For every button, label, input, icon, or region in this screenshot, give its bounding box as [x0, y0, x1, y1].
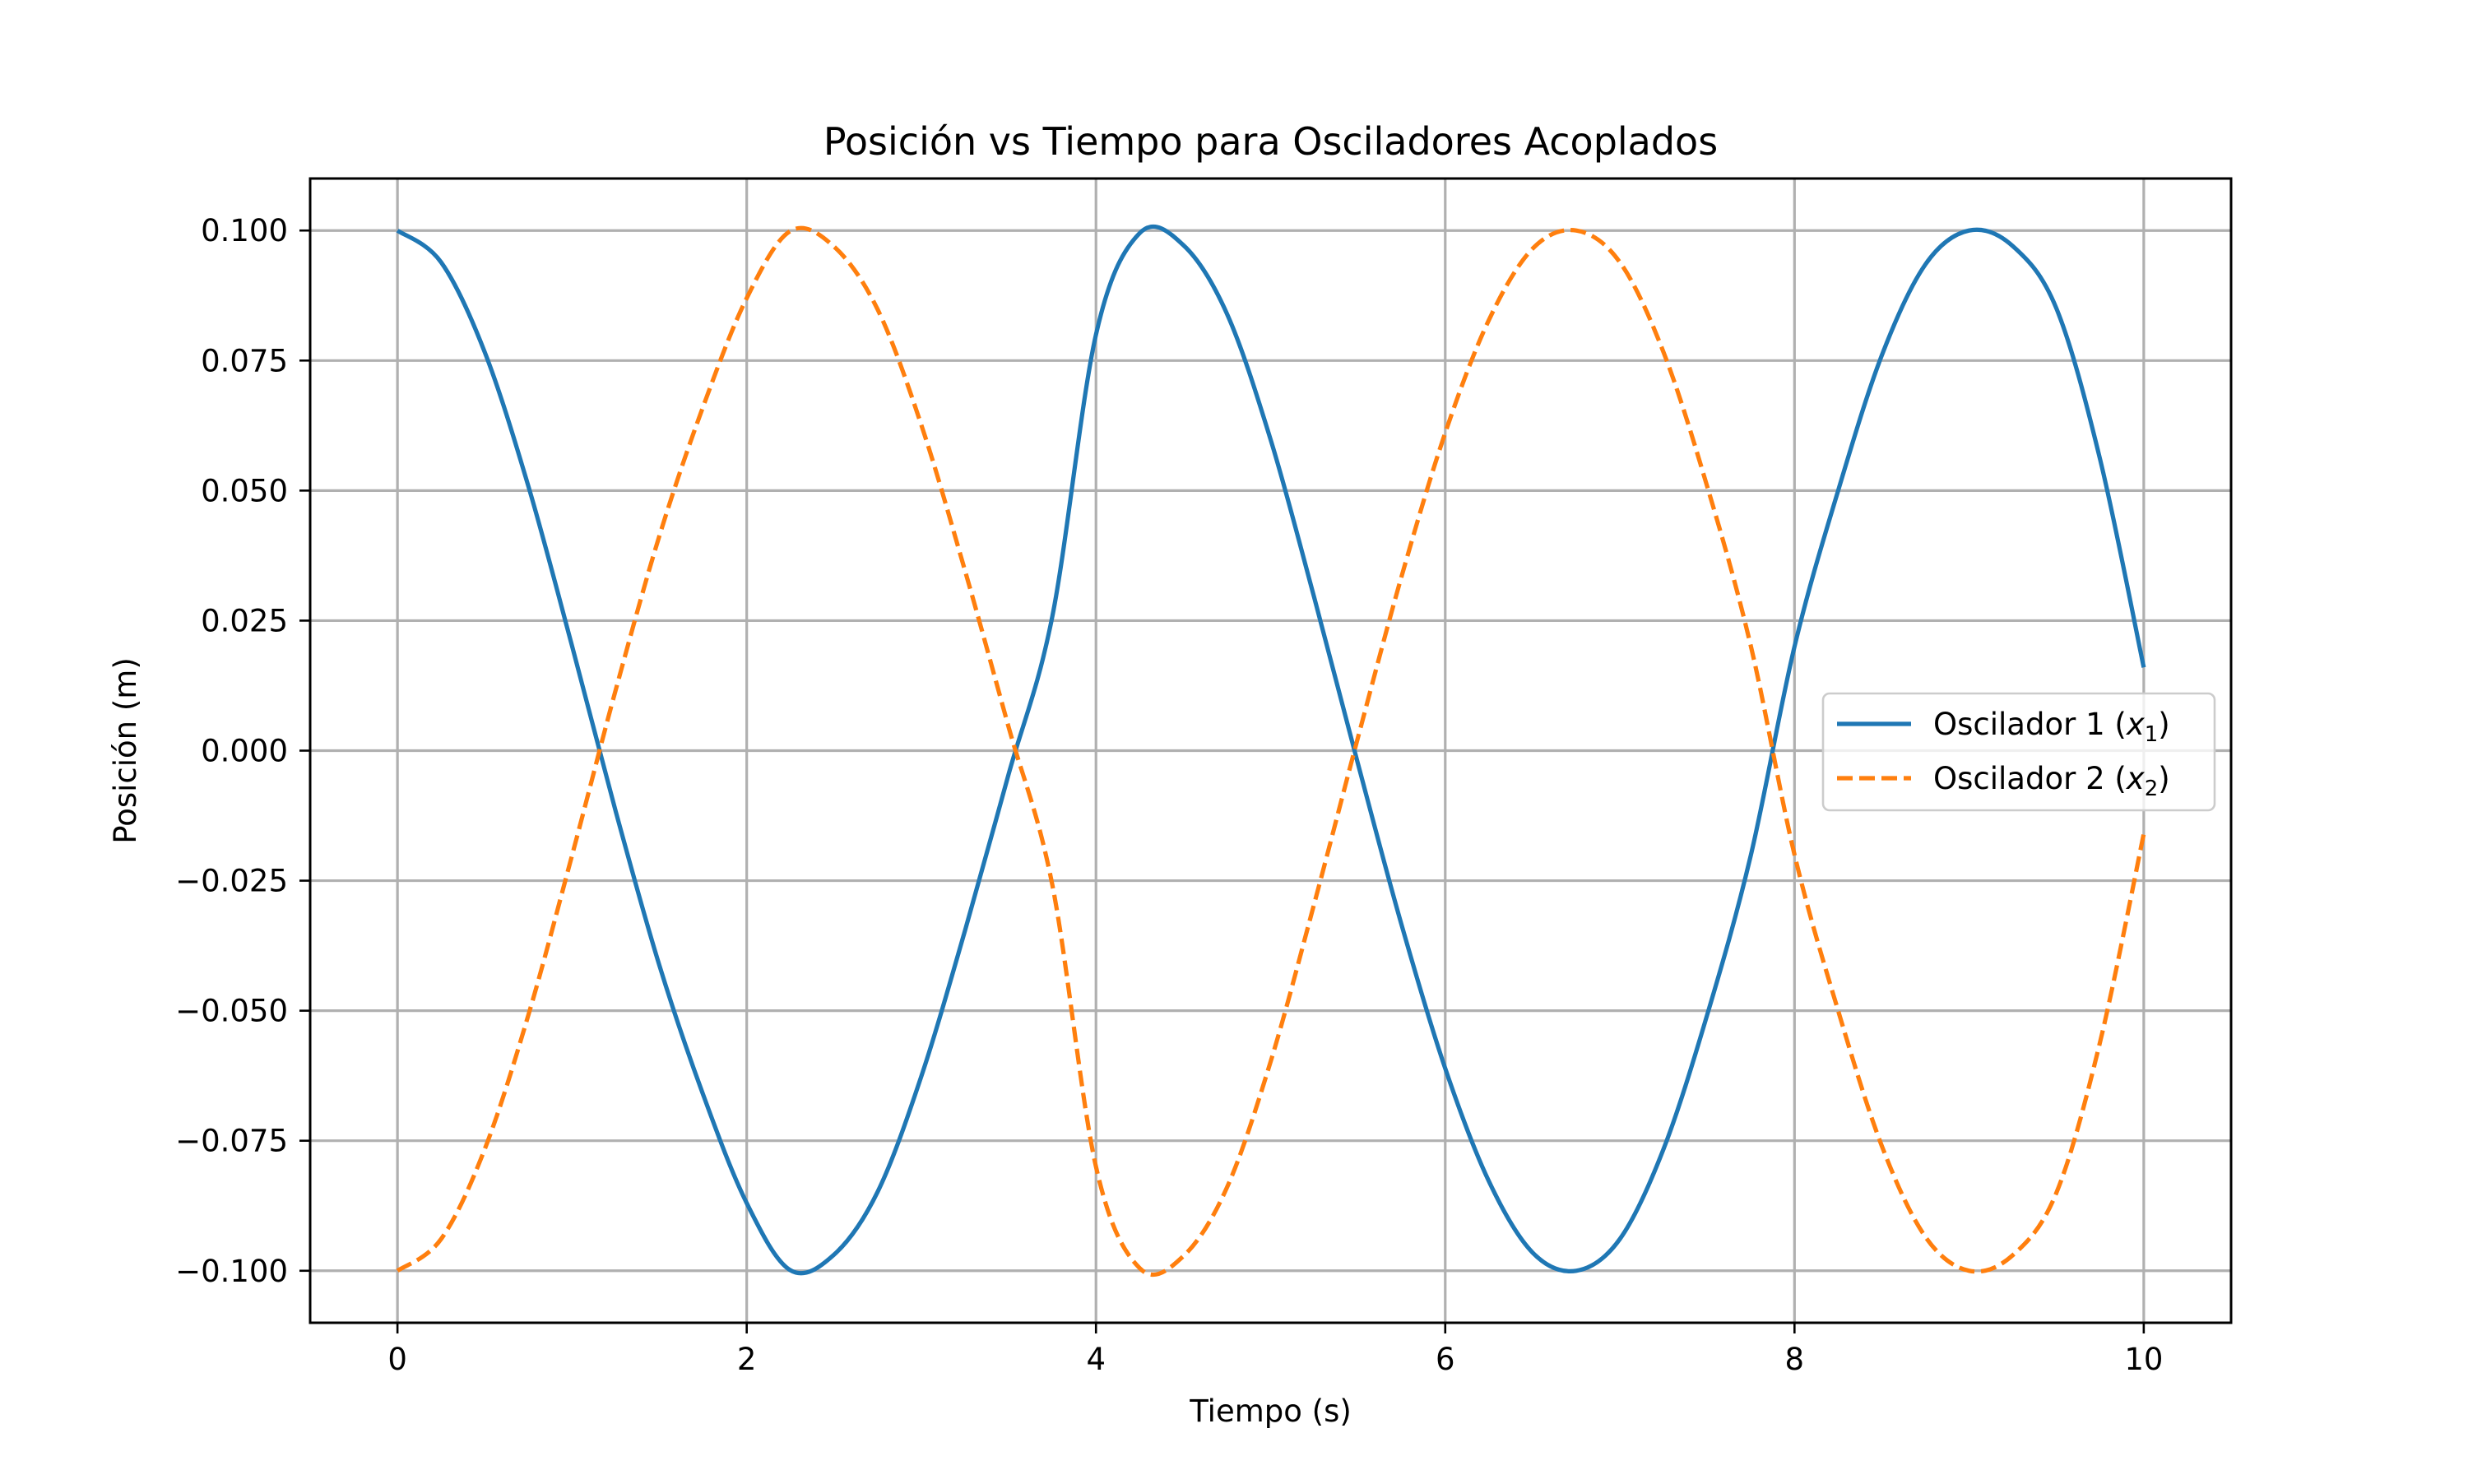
- y-tick-label: −0.025: [175, 864, 288, 899]
- x-tick-label: 4: [1086, 1342, 1106, 1377]
- y-tick-label: −0.100: [175, 1254, 288, 1289]
- legend-label-var: x: [2126, 761, 2146, 796]
- legend-label-close: ): [2158, 707, 2169, 742]
- series-lines: [396, 224, 2146, 1278]
- legend-label-sub: 1: [2145, 722, 2159, 747]
- legend: Oscilador 1 (x1) Oscilador 2 (x2): [1821, 692, 2216, 812]
- y-tick-label: 0.075: [201, 343, 288, 378]
- legend-label-oscilador-1: Oscilador 1 (x1): [1933, 707, 2170, 747]
- series-line-1: [396, 224, 2146, 1276]
- legend-label-base: Oscilador 1 (: [1933, 707, 2127, 742]
- x-tick-label: 6: [1436, 1342, 1455, 1377]
- y-axis-ticks: 0.100 0.075 0.050 0.025 0.000 −0.025 −0.050 −0.…: [175, 213, 310, 1289]
- legend-label-sub: 2: [2145, 777, 2159, 801]
- legend-label-oscilador-2: Oscilador 2 (x2): [1933, 761, 2170, 801]
- y-tick-label: 0.025: [201, 603, 288, 638]
- x-tick-label: 0: [387, 1342, 407, 1377]
- legend-label-close: ): [2158, 761, 2169, 796]
- legend-box: [1821, 692, 2216, 812]
- x-tick-label: 10: [2124, 1342, 2163, 1377]
- y-tick-label: 0.050: [201, 473, 288, 508]
- y-tick-label: −0.050: [175, 994, 288, 1029]
- y-tick-label: 0.100: [201, 213, 288, 248]
- x-axis-label: Tiempo (s): [1189, 1394, 1352, 1429]
- legend-label-base: Oscilador 2 (: [1933, 761, 2127, 796]
- x-tick-label: 2: [737, 1342, 757, 1377]
- y-tick-label: −0.075: [175, 1124, 288, 1159]
- chart-title: Posición vs Tiempo para Osciladores Acop…: [823, 119, 1718, 164]
- x-axis-ticks: 0 2 4 6 8 10: [387, 1323, 2163, 1377]
- y-axis-label: Posición (m): [108, 657, 143, 844]
- x-tick-label: 8: [1785, 1342, 1805, 1377]
- y-tick-label: 0.000: [201, 734, 288, 769]
- legend-label-var: x: [2126, 707, 2146, 742]
- series-line-2: [396, 225, 2146, 1278]
